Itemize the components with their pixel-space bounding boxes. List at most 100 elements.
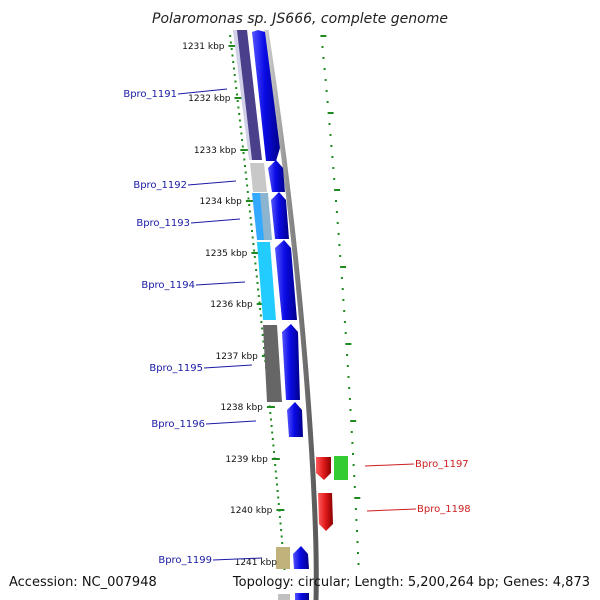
ruler-dot	[343, 321, 346, 323]
scale-dot	[253, 249, 256, 252]
gene-1197-arrow[interactable]	[316, 457, 331, 480]
gene-label[interactable]: Bpro_1195	[149, 363, 203, 374]
ruler-dot	[352, 453, 354, 455]
gene-label[interactable]: Bpro_1196	[151, 419, 205, 430]
scale-dot	[275, 477, 278, 479]
cog-block-1194	[257, 242, 276, 320]
scale-dot	[247, 197, 250, 200]
ruler-dot	[327, 112, 334, 114]
scale-dot	[241, 145, 244, 148]
ruler-dot	[335, 211, 338, 213]
ruler-dot	[343, 310, 346, 312]
scale-dot	[255, 275, 258, 278]
ruler-dot	[323, 68, 326, 70]
ruler-dot	[325, 90, 328, 92]
scale-dot	[277, 496, 280, 499]
kbp-label: 1231 kbp	[182, 42, 225, 52]
scale-dot	[240, 132, 243, 135]
gene-label[interactable]: Bpro_1199	[158, 555, 212, 566]
scale-dot	[269, 412, 272, 414]
forward-genes	[252, 30, 309, 600]
gene-leader-line	[190, 218, 241, 224]
scale-dot	[242, 152, 245, 154]
kbp-major-tick	[240, 149, 249, 151]
gene-1199-arrow[interactable]	[293, 546, 309, 569]
cog-block-1199	[276, 547, 290, 569]
genome-backbone	[263, 29, 319, 600]
kbp-label: 1235 kbp	[205, 249, 248, 259]
cog-block-1195	[263, 325, 282, 402]
ruler-dot	[337, 233, 340, 235]
cog-block-1192	[250, 163, 267, 192]
ruler-dot	[344, 332, 347, 334]
scale-dot	[246, 191, 249, 193]
ruler-dot	[340, 277, 343, 279]
ruler-dot	[336, 222, 339, 224]
ruler-dot	[353, 475, 356, 477]
scale-dot	[234, 80, 237, 83]
gene-1192-arrow[interactable]	[268, 160, 285, 192]
gene-leader-line	[366, 508, 417, 512]
gene-label[interactable]: Bpro_1194	[141, 280, 195, 291]
scale-dot	[280, 529, 283, 531]
scale-dot	[244, 171, 247, 174]
kbp-labels: 1231 kbp 1232 kbp 1233 kbp 1234 kbp 1235 kbp…	[182, 42, 277, 568]
scale-dot	[261, 334, 264, 336]
gene-leader-line	[187, 180, 237, 186]
scale-dot	[233, 67, 235, 70]
kbp-major-tick	[234, 97, 243, 99]
cog-block-1200	[278, 594, 290, 600]
ruler-dot	[331, 156, 334, 158]
accession-text: Accession: NC_007948	[9, 575, 157, 590]
scale-dot	[271, 431, 274, 434]
gene-leader-line	[212, 557, 263, 561]
gene-1200-arrow[interactable]	[295, 593, 309, 600]
gene-1195-arrow[interactable]	[282, 324, 300, 400]
scale-dot	[281, 542, 284, 544]
ruler-dot	[348, 387, 351, 389]
scale-dot	[263, 347, 265, 349]
ruler-dot	[353, 486, 356, 488]
gene-1198-arrow[interactable]	[318, 493, 333, 531]
gene-label[interactable]: Bpro_1193	[136, 218, 190, 229]
kbp-major-tick	[276, 509, 285, 511]
scale-dot	[273, 451, 275, 453]
scale-dot	[258, 301, 261, 304]
gene-1191-arrow[interactable]	[252, 30, 280, 161]
gene-1193-arrow[interactable]	[271, 192, 289, 239]
kbp-major-tick	[251, 252, 260, 254]
scale-dot	[279, 522, 282, 525]
ruler-dot	[348, 398, 351, 400]
scale-dot	[248, 210, 251, 213]
gene-leader-line	[177, 88, 228, 95]
scale-dot	[244, 165, 246, 167]
ruler-dot	[357, 552, 359, 554]
gene-1196-arrow[interactable]	[287, 402, 303, 437]
ruler-dot	[352, 464, 355, 466]
gene-1194-arrow[interactable]	[275, 240, 297, 320]
scale-dot	[262, 340, 265, 343]
scale-dot	[259, 308, 262, 310]
ruler-dot	[321, 46, 324, 48]
kbp-label: 1240 kbp	[230, 506, 273, 516]
kbp-label: 1233 kbp	[194, 146, 237, 156]
ruler-dot	[333, 178, 336, 180]
scale-dot	[254, 262, 257, 265]
ruler-dot	[349, 409, 352, 411]
scale-dot	[246, 184, 249, 187]
gene-label[interactable]: Bpro_1197	[415, 459, 469, 470]
ruler-dot	[322, 57, 325, 59]
gene-label[interactable]: Bpro_1191	[123, 89, 177, 100]
scale-dot	[233, 74, 236, 76]
ruler-dot	[346, 365, 349, 367]
gene-label[interactable]: Bpro_1192	[133, 180, 187, 191]
ruler-dot	[346, 354, 349, 356]
scale-dot	[241, 139, 244, 141]
scale-dot	[276, 483, 278, 486]
ruler-dot	[339, 255, 342, 257]
dna-ruler-ticks	[320, 35, 361, 565]
kbp-label: 1241 kbp	[235, 558, 278, 568]
gene-label[interactable]: Bpro_1198	[417, 504, 471, 515]
scale-dot	[259, 314, 262, 317]
scale-dot	[229, 35, 232, 37]
